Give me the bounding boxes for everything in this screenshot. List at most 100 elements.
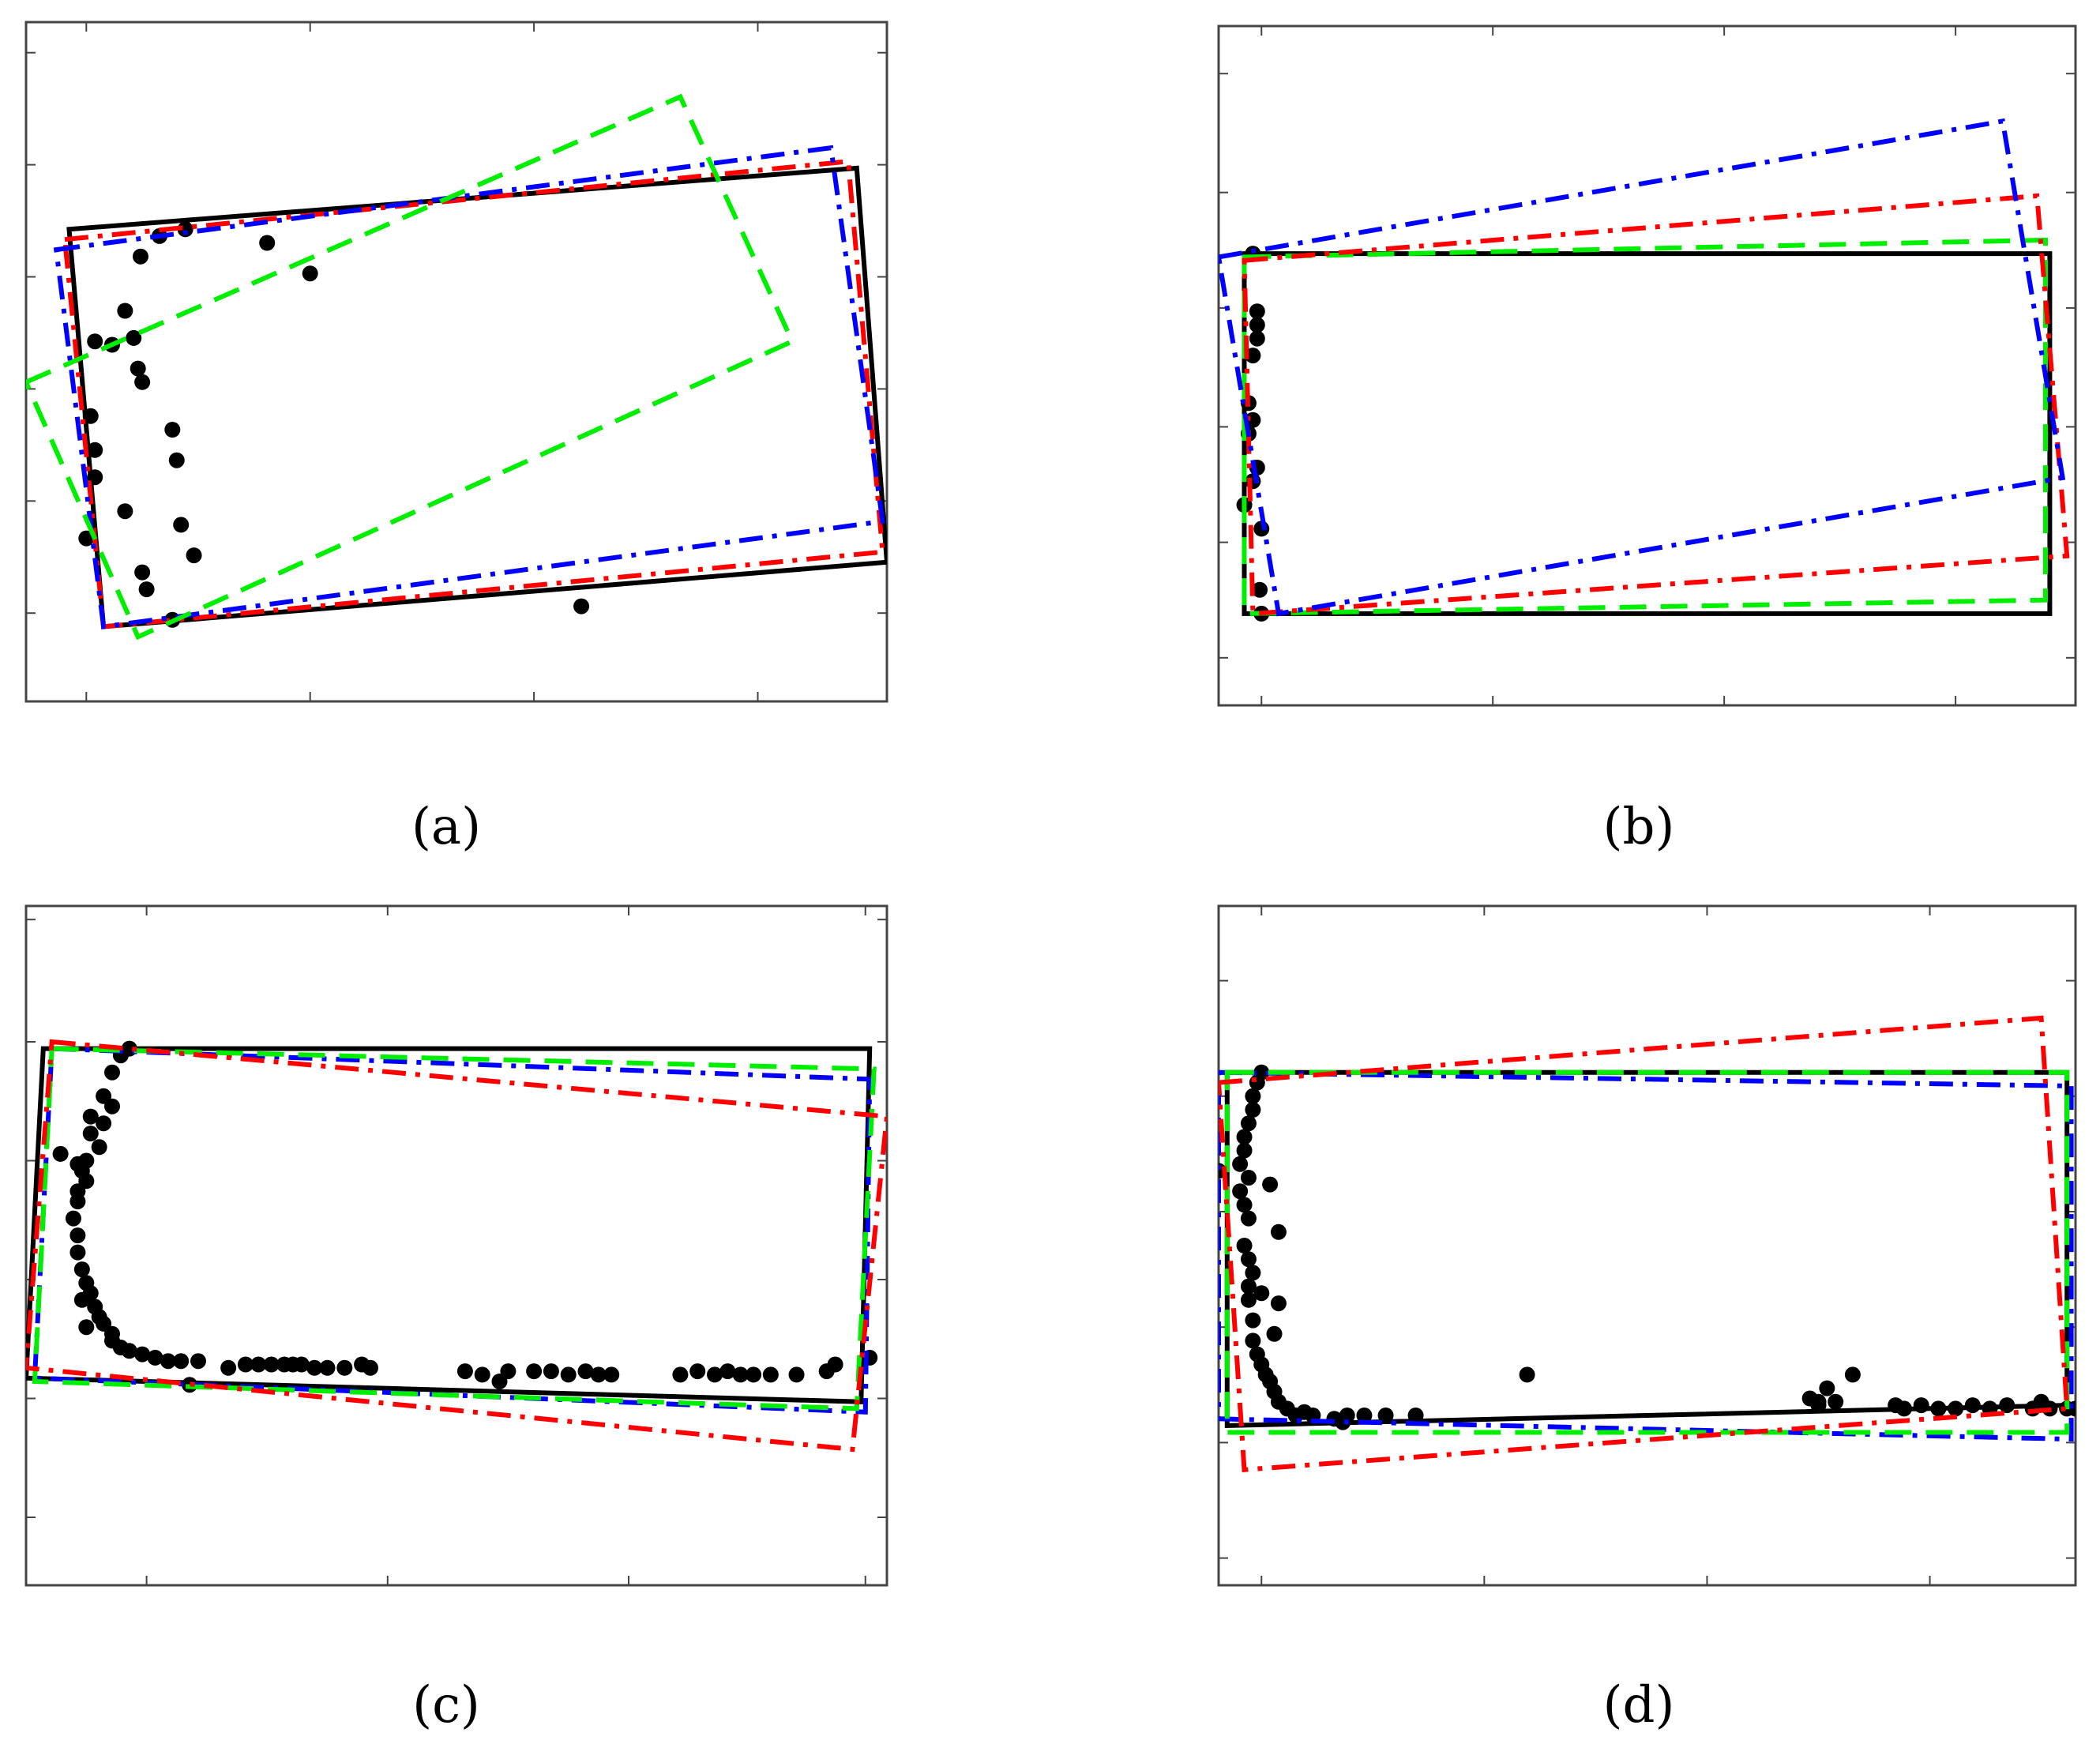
data-point <box>319 1359 336 1376</box>
data-point <box>1245 1312 1261 1329</box>
data-point <box>1245 1102 1261 1118</box>
fit-rectangle-dashdot <box>1219 1069 2074 1442</box>
data-point <box>1828 1393 1844 1410</box>
fit-rectangle-dashed <box>32 1046 877 1411</box>
data-point <box>1240 1291 1257 1308</box>
data-point <box>65 1210 81 1227</box>
fit-rectangle-dashed <box>1224 1069 2070 1435</box>
data-point <box>134 1346 151 1362</box>
data-point <box>168 452 185 468</box>
data-point <box>590 1366 607 1383</box>
data-point <box>132 248 148 265</box>
data-point <box>293 1356 310 1373</box>
data-point <box>69 1193 86 1210</box>
fit-rectangle-dashed <box>26 93 796 641</box>
data-point <box>138 581 155 598</box>
data-point <box>1236 1142 1253 1159</box>
data-point <box>130 360 146 377</box>
fit-rectangle-dashdot <box>62 159 885 630</box>
fit-rectangle-dashdot <box>1242 193 2070 617</box>
data-point <box>73 1291 90 1308</box>
data-point <box>1844 1366 1861 1383</box>
data-point <box>1249 330 1265 347</box>
data-point <box>96 1115 112 1132</box>
data-point <box>52 1145 69 1162</box>
data-point <box>82 1126 99 1142</box>
data-point <box>1240 1115 1257 1132</box>
data-point <box>543 1363 559 1380</box>
data-point <box>164 422 181 438</box>
fit-rectangle-dashdot <box>53 145 885 630</box>
data-point <box>1252 581 1268 598</box>
data-point <box>1236 1129 1253 1145</box>
data-point <box>1232 1156 1249 1172</box>
plot-frame <box>24 904 888 1587</box>
data-point <box>1240 1170 1257 1186</box>
fit-rectangle-solid <box>1242 251 2053 616</box>
data-point <box>474 1366 490 1383</box>
data-point <box>1232 1183 1249 1200</box>
data-point <box>1240 1251 1257 1268</box>
data-point <box>87 333 103 350</box>
plot-frame <box>1217 904 2077 1587</box>
data-point <box>220 1359 237 1376</box>
data-point <box>237 1356 254 1373</box>
data-point <box>1819 1380 1835 1396</box>
data-point <box>69 1227 86 1244</box>
data-point <box>526 1363 543 1380</box>
data-point <box>746 1366 762 1383</box>
data-point <box>1262 1176 1279 1193</box>
data-point <box>788 1366 805 1383</box>
data-point <box>1270 1223 1287 1240</box>
data-point <box>1240 1210 1257 1227</box>
data-point <box>121 1343 137 1359</box>
caption-b: (b) <box>1603 798 1675 856</box>
fit-rectangle-dashdot <box>1219 118 2066 617</box>
data-point <box>177 221 193 238</box>
panel-d <box>1217 904 2077 1587</box>
data-point <box>1519 1366 1535 1383</box>
data-point <box>689 1363 706 1380</box>
data-point <box>1245 1265 1261 1281</box>
data-point <box>104 1064 120 1081</box>
data-point <box>117 503 133 520</box>
data-point <box>707 1366 723 1383</box>
data-point <box>560 1366 577 1383</box>
plot-area <box>26 1039 887 1453</box>
plot-frame <box>1217 24 2077 707</box>
data-point <box>78 1319 95 1336</box>
caption-d: (d) <box>1603 1676 1675 1735</box>
caption-a: (a) <box>411 798 481 856</box>
data-point <box>719 1363 736 1380</box>
data-point <box>336 1359 353 1376</box>
data-point <box>1249 317 1265 333</box>
data-point <box>134 564 151 581</box>
data-point <box>1236 1238 1253 1254</box>
data-point <box>1253 1285 1270 1302</box>
fit-rectangle-dashed <box>1242 237 2048 616</box>
data-point <box>82 1108 99 1125</box>
panel-c <box>24 904 888 1587</box>
panel-a <box>24 21 888 703</box>
plot-area <box>26 93 887 641</box>
data-point <box>577 1363 594 1380</box>
data-point <box>91 1139 107 1156</box>
data-point <box>134 374 151 390</box>
data-point <box>827 1356 843 1373</box>
plot-area <box>1219 118 2070 622</box>
data-point <box>250 1356 267 1373</box>
panel-b <box>1217 24 2077 707</box>
plot-area <box>1219 1015 2076 1473</box>
data-point <box>263 1356 280 1373</box>
data-point <box>1245 1332 1261 1349</box>
data-point <box>69 1244 86 1261</box>
data-point <box>1270 1295 1287 1312</box>
data-point <box>1249 1074 1265 1091</box>
data-point <box>762 1366 779 1383</box>
data-point <box>1245 1088 1261 1104</box>
data-point <box>1240 1278 1257 1295</box>
fit-rectangle-dashdot <box>26 1039 887 1453</box>
data-point <box>186 547 202 564</box>
data-point <box>672 1366 689 1383</box>
